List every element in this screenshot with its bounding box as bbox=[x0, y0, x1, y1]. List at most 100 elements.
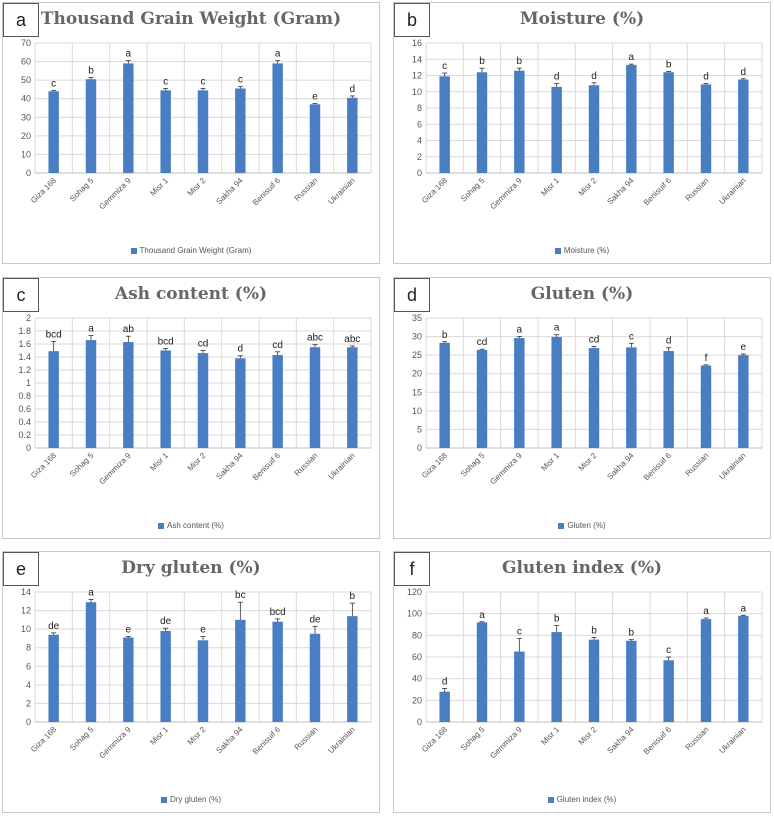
bar bbox=[272, 63, 283, 173]
data-label: cd bbox=[589, 335, 600, 346]
y-tick-label: 8 bbox=[26, 643, 31, 653]
bar bbox=[588, 639, 600, 722]
bar bbox=[235, 358, 246, 448]
chart-panel-f: f Gluten index (%) 0 20 40 60 80 100 120 d Giza … bbox=[393, 551, 771, 813]
x-tick-label: Gemmiza 9 bbox=[97, 725, 133, 761]
bar bbox=[197, 353, 209, 448]
y-tick-label: 1 bbox=[26, 378, 31, 388]
bar bbox=[85, 79, 97, 173]
y-tick-label: 10 bbox=[21, 624, 31, 634]
data-label: b bbox=[554, 614, 560, 625]
data-label: de bbox=[48, 621, 60, 632]
data-label: b bbox=[517, 56, 523, 67]
x-tick-label: Benisuif 6 bbox=[642, 176, 674, 208]
data-label: cd bbox=[198, 339, 209, 350]
data-label: d bbox=[350, 84, 356, 95]
x-tick-label: Russian bbox=[684, 451, 711, 478]
bar bbox=[514, 651, 525, 722]
x-tick-label: Sohag 5 bbox=[68, 725, 96, 753]
x-tick-label: Giza 168 bbox=[420, 176, 449, 205]
data-label: c bbox=[666, 645, 671, 656]
legend-swatch bbox=[547, 796, 554, 803]
legend-label: Gluten (%) bbox=[567, 521, 606, 530]
legend: Gluten (%) bbox=[394, 521, 770, 530]
bar bbox=[588, 348, 600, 448]
x-tick-label: Misr 1 bbox=[148, 451, 170, 473]
bar bbox=[439, 76, 450, 173]
data-label: d bbox=[554, 72, 560, 83]
legend: Ash content (%) bbox=[3, 521, 379, 530]
bar bbox=[626, 347, 637, 448]
bar bbox=[123, 63, 134, 173]
legend-swatch bbox=[554, 247, 561, 254]
bar bbox=[738, 355, 749, 448]
y-tick-label: 8 bbox=[417, 103, 422, 113]
x-tick-label: Benisuif 6 bbox=[642, 451, 674, 483]
data-label: a bbox=[275, 49, 281, 60]
x-tick-label: Misr 1 bbox=[539, 176, 561, 198]
bar-chart: 0 2 4 6 8 10 12 14 16 c Giza 168 b Sohag 5 b Gemmiza 9… bbox=[412, 38, 763, 211]
panel-label: c bbox=[3, 278, 39, 312]
data-label: b bbox=[479, 56, 485, 67]
legend-swatch bbox=[130, 247, 137, 254]
x-tick-label: Misr 2 bbox=[577, 176, 599, 198]
data-label: ab bbox=[123, 324, 135, 335]
bar bbox=[476, 622, 488, 722]
data-label: a bbox=[126, 49, 132, 60]
data-label: abc bbox=[307, 333, 323, 344]
data-label: bcd bbox=[158, 337, 174, 348]
x-tick-label: Misr 2 bbox=[186, 451, 208, 473]
x-tick-label: Misr 2 bbox=[577, 725, 599, 747]
x-tick-label: Gemmiza 9 bbox=[97, 451, 133, 487]
bar bbox=[123, 342, 134, 448]
x-tick-label: Sohag 5 bbox=[459, 176, 487, 204]
y-tick-label: 40 bbox=[21, 94, 31, 104]
data-label: c bbox=[442, 61, 447, 72]
x-tick-label: Misr 1 bbox=[148, 725, 170, 747]
data-label: e bbox=[741, 342, 747, 353]
x-tick-label: Sakha 94 bbox=[605, 451, 636, 482]
y-tick-label: 30 bbox=[21, 112, 31, 122]
y-tick-label: 2 bbox=[417, 152, 422, 162]
bar bbox=[663, 72, 674, 173]
y-tick-label: 1.2 bbox=[18, 365, 31, 375]
y-tick-label: 2 bbox=[26, 313, 31, 323]
data-label: e bbox=[200, 625, 206, 636]
y-tick-label: 20 bbox=[412, 369, 422, 379]
data-label: bc bbox=[235, 590, 246, 601]
bar bbox=[663, 660, 674, 722]
x-tick-label: Misr 1 bbox=[539, 725, 561, 747]
data-label: c bbox=[517, 627, 522, 638]
y-tick-label: 0 bbox=[26, 717, 31, 727]
x-tick-label: Benisuif 6 bbox=[251, 176, 283, 208]
bar bbox=[551, 336, 562, 448]
x-tick-label: Sohag 5 bbox=[68, 176, 96, 204]
legend: Gluten index (%) bbox=[394, 795, 770, 804]
chart-title: Ash content (%) bbox=[114, 284, 268, 304]
x-tick-label: Russian bbox=[293, 451, 320, 478]
y-tick-label: 0.8 bbox=[18, 391, 31, 401]
bar bbox=[272, 355, 283, 448]
y-tick-label: 10 bbox=[412, 406, 422, 416]
x-tick-label: Ukrainian bbox=[326, 176, 356, 206]
y-tick-label: 6 bbox=[417, 119, 422, 129]
data-label: e bbox=[312, 92, 318, 103]
chart-panel-b: b Moisture (%) 0 2 4 6 8 10 12 14 16 c Giza 168 b So… bbox=[393, 2, 771, 264]
legend: Moisture (%) bbox=[394, 246, 770, 255]
bar bbox=[476, 349, 488, 448]
chart-panel-e: e Dry gluten (%) 0 2 4 6 8 10 12 14 de Giza 168 a S… bbox=[2, 551, 380, 813]
data-label: f bbox=[705, 353, 708, 364]
data-label: a bbox=[479, 610, 485, 621]
x-tick-label: Sakha 94 bbox=[214, 176, 245, 207]
y-tick-label: 4 bbox=[417, 136, 422, 146]
legend-label: Thousand Grain Weight (Gram) bbox=[139, 246, 252, 255]
bar bbox=[514, 70, 525, 173]
bar bbox=[309, 104, 321, 173]
legend-label: Dry gluten (%) bbox=[169, 795, 222, 804]
data-label: b bbox=[591, 626, 597, 637]
x-tick-label: Sakha 94 bbox=[214, 451, 245, 482]
bar bbox=[700, 84, 712, 173]
data-label: d bbox=[741, 67, 747, 78]
x-tick-label: Misr 1 bbox=[148, 176, 170, 198]
